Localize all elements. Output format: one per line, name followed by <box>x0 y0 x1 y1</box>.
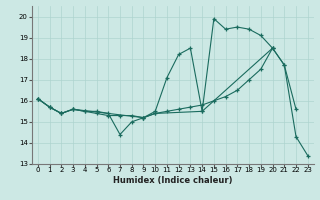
X-axis label: Humidex (Indice chaleur): Humidex (Indice chaleur) <box>113 176 233 185</box>
